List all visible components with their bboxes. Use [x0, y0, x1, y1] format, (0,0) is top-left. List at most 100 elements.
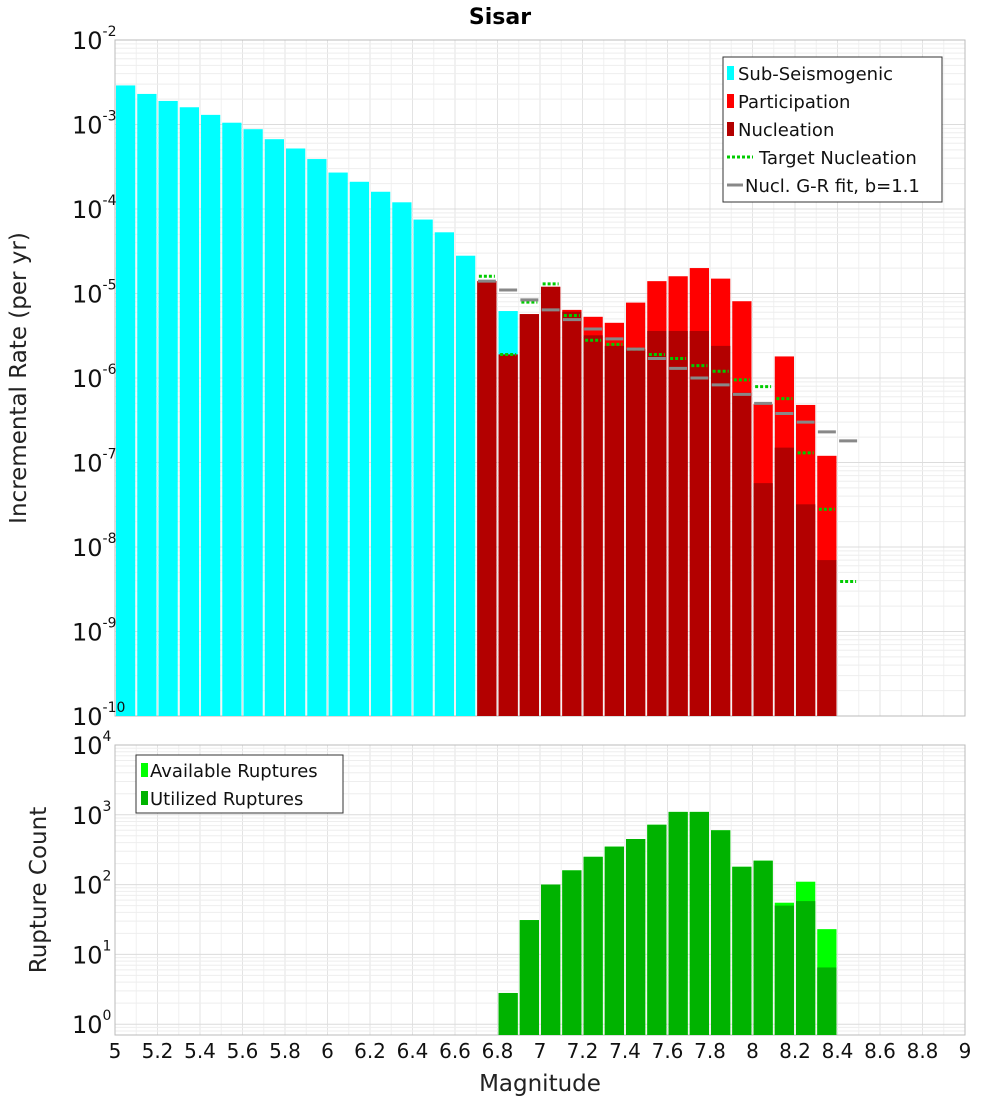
- bar-nucleation: [774, 447, 794, 716]
- bar-sub-seismogenic: [179, 107, 199, 717]
- x-tick-label: 6.4: [397, 1039, 429, 1063]
- bottom-y-tick-labels: 104 103 102 101 100: [72, 729, 112, 1039]
- x-tick-label: 6.2: [354, 1039, 386, 1063]
- bar-nucleation: [689, 330, 709, 716]
- legend-label-target-nucleation: Target Nucleation: [758, 148, 917, 169]
- top-y-tick-labels: 10-2 10-3 10-4 10-5 10-6 10-7 10-8 10-9 10-10: [72, 24, 125, 731]
- bar-sub-seismogenic: [222, 122, 242, 717]
- bottom-plot-bars: [498, 811, 837, 1035]
- bar-utilized-ruptures: [668, 811, 688, 1035]
- legend-label-sub-seismogenic: Sub-Seismogenic: [738, 64, 893, 85]
- x-tick-label: 5.6: [227, 1039, 259, 1063]
- top-y-tick-label: 10-3: [72, 109, 117, 140]
- bottom-y-tick-label: 101: [72, 938, 111, 969]
- bottom-legend-box: [135, 754, 344, 814]
- bar-nucleation: [477, 281, 497, 716]
- bar-utilized-ruptures: [562, 870, 582, 1035]
- bar-sub-seismogenic: [413, 219, 433, 717]
- top-legend-box: [722, 56, 943, 203]
- bar-sub-seismogenic: [371, 191, 391, 717]
- top-y-tick-label: 10-5: [72, 278, 117, 309]
- bottom-y-tick-label: 102: [72, 869, 111, 900]
- bar-nucleation: [626, 349, 646, 716]
- bar-utilized-ruptures: [774, 905, 794, 1035]
- bar-nucleation: [753, 483, 773, 716]
- x-tick-label: 8.2: [779, 1039, 811, 1063]
- bar-utilized-ruptures: [732, 866, 752, 1035]
- legend-swatch-sub-seismogenic: [727, 66, 734, 80]
- bar-nucleation: [796, 504, 816, 716]
- bar-utilized-ruptures: [541, 884, 561, 1035]
- x-tick-label: 8: [746, 1039, 759, 1063]
- x-tick-label: 7: [534, 1039, 547, 1063]
- bar-utilized-ruptures: [626, 839, 646, 1035]
- bar-utilized-ruptures: [647, 824, 667, 1035]
- top-y-tick-label: 10-2: [72, 24, 117, 55]
- x-tick-label: 7.6: [652, 1039, 684, 1063]
- top-y-tick-label: 10-6: [72, 362, 117, 393]
- bar-utilized-ruptures: [519, 920, 539, 1035]
- legend-label-participation: Participation: [738, 92, 850, 113]
- bar-utilized-ruptures: [689, 811, 709, 1035]
- bar-nucleation: [668, 330, 688, 716]
- bar-sub-seismogenic: [243, 129, 263, 716]
- bar-sub-seismogenic: [264, 139, 284, 717]
- x-tick-label: 5.2: [142, 1039, 174, 1063]
- x-tick-label: 6.6: [439, 1039, 471, 1063]
- x-tick-label: 6: [321, 1039, 334, 1063]
- x-tick-label: 7.2: [567, 1039, 599, 1063]
- chart-title: Sisar: [469, 5, 531, 30]
- bar-utilized-ruptures: [604, 846, 624, 1035]
- bottom-y-tick-label: 100: [72, 1008, 111, 1039]
- legend-swatch-participation: [727, 94, 734, 108]
- top-legend: Sub-Seismogenic Participation Nucleation…: [722, 56, 943, 203]
- top-y-axis-label: Incremental Rate (per yr): [6, 232, 32, 524]
- top-plot-bars: [116, 85, 837, 717]
- bar-utilized-ruptures: [796, 901, 816, 1035]
- bottom-plot-frame: [114, 744, 966, 1036]
- bar-sub-seismogenic: [434, 232, 454, 716]
- legend-swatch-nucleation: [727, 122, 734, 136]
- bar-sub-seismogenic: [349, 181, 369, 717]
- legend-label-gr-fit: Nucl. G-R fit, b=1.1: [745, 176, 920, 197]
- top-plot-markers: [477, 274, 858, 584]
- x-tick-label: 8.6: [864, 1039, 896, 1063]
- bar-sub-seismogenic: [158, 100, 178, 717]
- bar-sub-seismogenic: [201, 114, 221, 717]
- legend-swatch-available-ruptures: [141, 763, 148, 777]
- x-tick-labels: 5 5.2 5.4 5.6 5.8 6 6.2 6.4 6.6 6.8 7 7.2 7.4 7.6 7.8 8…: [109, 1039, 972, 1063]
- legend-label-nucleation: Nucleation: [738, 120, 834, 141]
- bar-utilized-ruptures: [498, 992, 518, 1035]
- top-y-tick-label: 10-9: [72, 616, 117, 647]
- bar-sub-seismogenic: [328, 172, 348, 717]
- x-tick-label: 8.8: [907, 1039, 939, 1063]
- bottom-legend: Available Ruptures Utilized Ruptures: [135, 754, 344, 814]
- x-tick-label: 6.8: [482, 1039, 514, 1063]
- bottom-y-tick-label: 103: [72, 799, 111, 830]
- legend-label-available-ruptures: Available Ruptures: [150, 761, 318, 782]
- top-plot-frame: [114, 39, 966, 717]
- legend-label-utilized-ruptures: Utilized Ruptures: [150, 789, 303, 810]
- bar-nucleation: [498, 354, 518, 716]
- x-tick-label: 7.8: [694, 1039, 726, 1063]
- bar-utilized-ruptures: [711, 830, 731, 1035]
- x-tick-label: 9: [959, 1039, 972, 1063]
- bar-sub-seismogenic: [286, 148, 306, 717]
- legend-swatch-utilized-ruptures: [141, 791, 148, 805]
- bar-nucleation: [583, 335, 603, 716]
- bar-utilized-ruptures: [753, 860, 773, 1035]
- bar-nucleation: [732, 392, 752, 716]
- x-tick-label: 5: [109, 1039, 122, 1063]
- bar-utilized-ruptures: [817, 967, 837, 1035]
- top-y-tick-label: 10-8: [72, 531, 117, 562]
- bar-nucleation: [817, 560, 837, 716]
- bar-sub-seismogenic: [456, 255, 476, 716]
- bar-nucleation: [519, 314, 539, 716]
- bar-utilized-ruptures: [583, 856, 603, 1035]
- x-tick-label: 5.8: [269, 1039, 301, 1063]
- bar-sub-seismogenic: [137, 93, 157, 716]
- x-axis-label: Magnitude: [479, 1071, 601, 1097]
- bar-nucleation: [711, 345, 731, 716]
- bottom-y-axis-label: Rupture Count: [26, 807, 52, 973]
